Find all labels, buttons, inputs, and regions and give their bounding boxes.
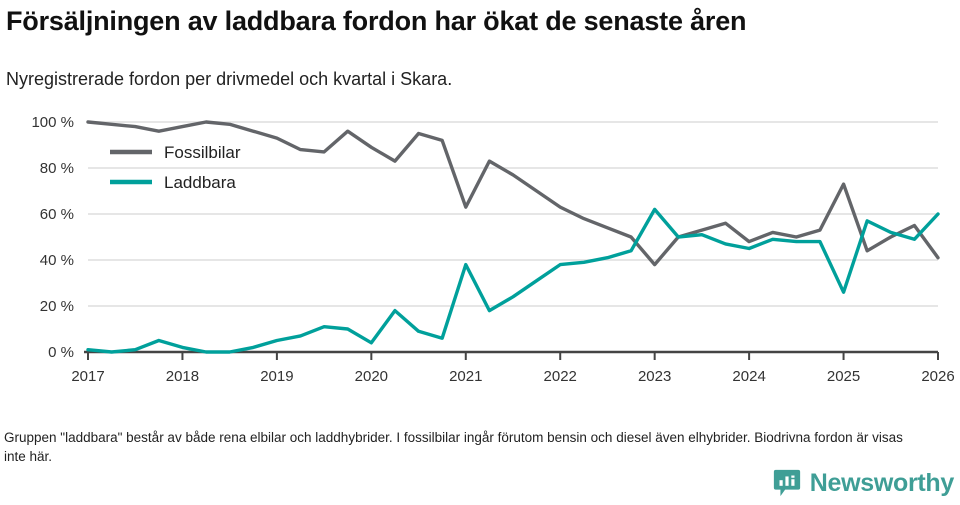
x-axis-tick-label: 2024: [732, 368, 765, 385]
chart-legend: Fossilbilar Laddbara: [110, 143, 241, 192]
brand-name: Newsworthy: [809, 468, 955, 497]
y-axis-tick-labels: 0 % 20 % 40 % 60 % 80 % 100 %: [31, 114, 74, 361]
x-axis-tick-label: 2019: [260, 368, 293, 385]
data-series: [86, 120, 940, 354]
gridlines: [88, 121, 938, 307]
series-line-fossilbilar: [86, 120, 940, 267]
chart-footnote: Gruppen "laddbara" består av både rena e…: [4, 430, 903, 464]
x-axis-tick-label: 2026: [921, 368, 954, 385]
series-line-laddbara: [86, 207, 940, 354]
legend-label: Fossilbilar: [164, 143, 241, 162]
chart-subtitle: Nyregistrerade fordon per drivmedel och …: [6, 69, 453, 89]
legend-label: Laddbara: [164, 173, 236, 192]
x-axis-tick-labels: 2017 2018 2019 2020 2021 2022 2023 2024 2025 2026: [71, 368, 954, 385]
y-axis-tick-label: 0 %: [48, 344, 74, 361]
x-axis-tick-label: 2020: [355, 368, 388, 385]
x-axis-tick-label: 2022: [544, 368, 577, 385]
x-axis-tick-label: 2018: [166, 368, 199, 385]
y-axis-tick-label: 80 %: [40, 160, 74, 177]
y-axis-tick-label: 100 %: [31, 114, 74, 131]
x-axis-tick-label: 2021: [449, 368, 482, 385]
chart-plot-area: 0 % 20 % 40 % 60 % 80 % 100 % 2017 2018 2019 202…: [0, 100, 960, 400]
x-axis-tick-label: 2023: [638, 368, 671, 385]
x-axis-tick-label: 2017: [71, 368, 104, 385]
line-chart: 0 % 20 % 40 % 60 % 80 % 100 % 2017 2018 2019 202…: [31, 114, 954, 385]
newsworthy-bar-chart-bubble-icon: [773, 469, 800, 497]
x-axis-tick-label: 2025: [827, 368, 860, 385]
x-axis-ticks: [87, 352, 939, 360]
y-axis-tick-label: 20 %: [40, 298, 74, 315]
y-axis-tick-label: 40 %: [40, 252, 74, 269]
newsworthy-logo: Newsworthy: [772, 468, 954, 498]
page-title: Försäljningen av laddbara fordon har öka…: [6, 6, 747, 36]
y-axis-tick-label: 60 %: [40, 206, 74, 223]
